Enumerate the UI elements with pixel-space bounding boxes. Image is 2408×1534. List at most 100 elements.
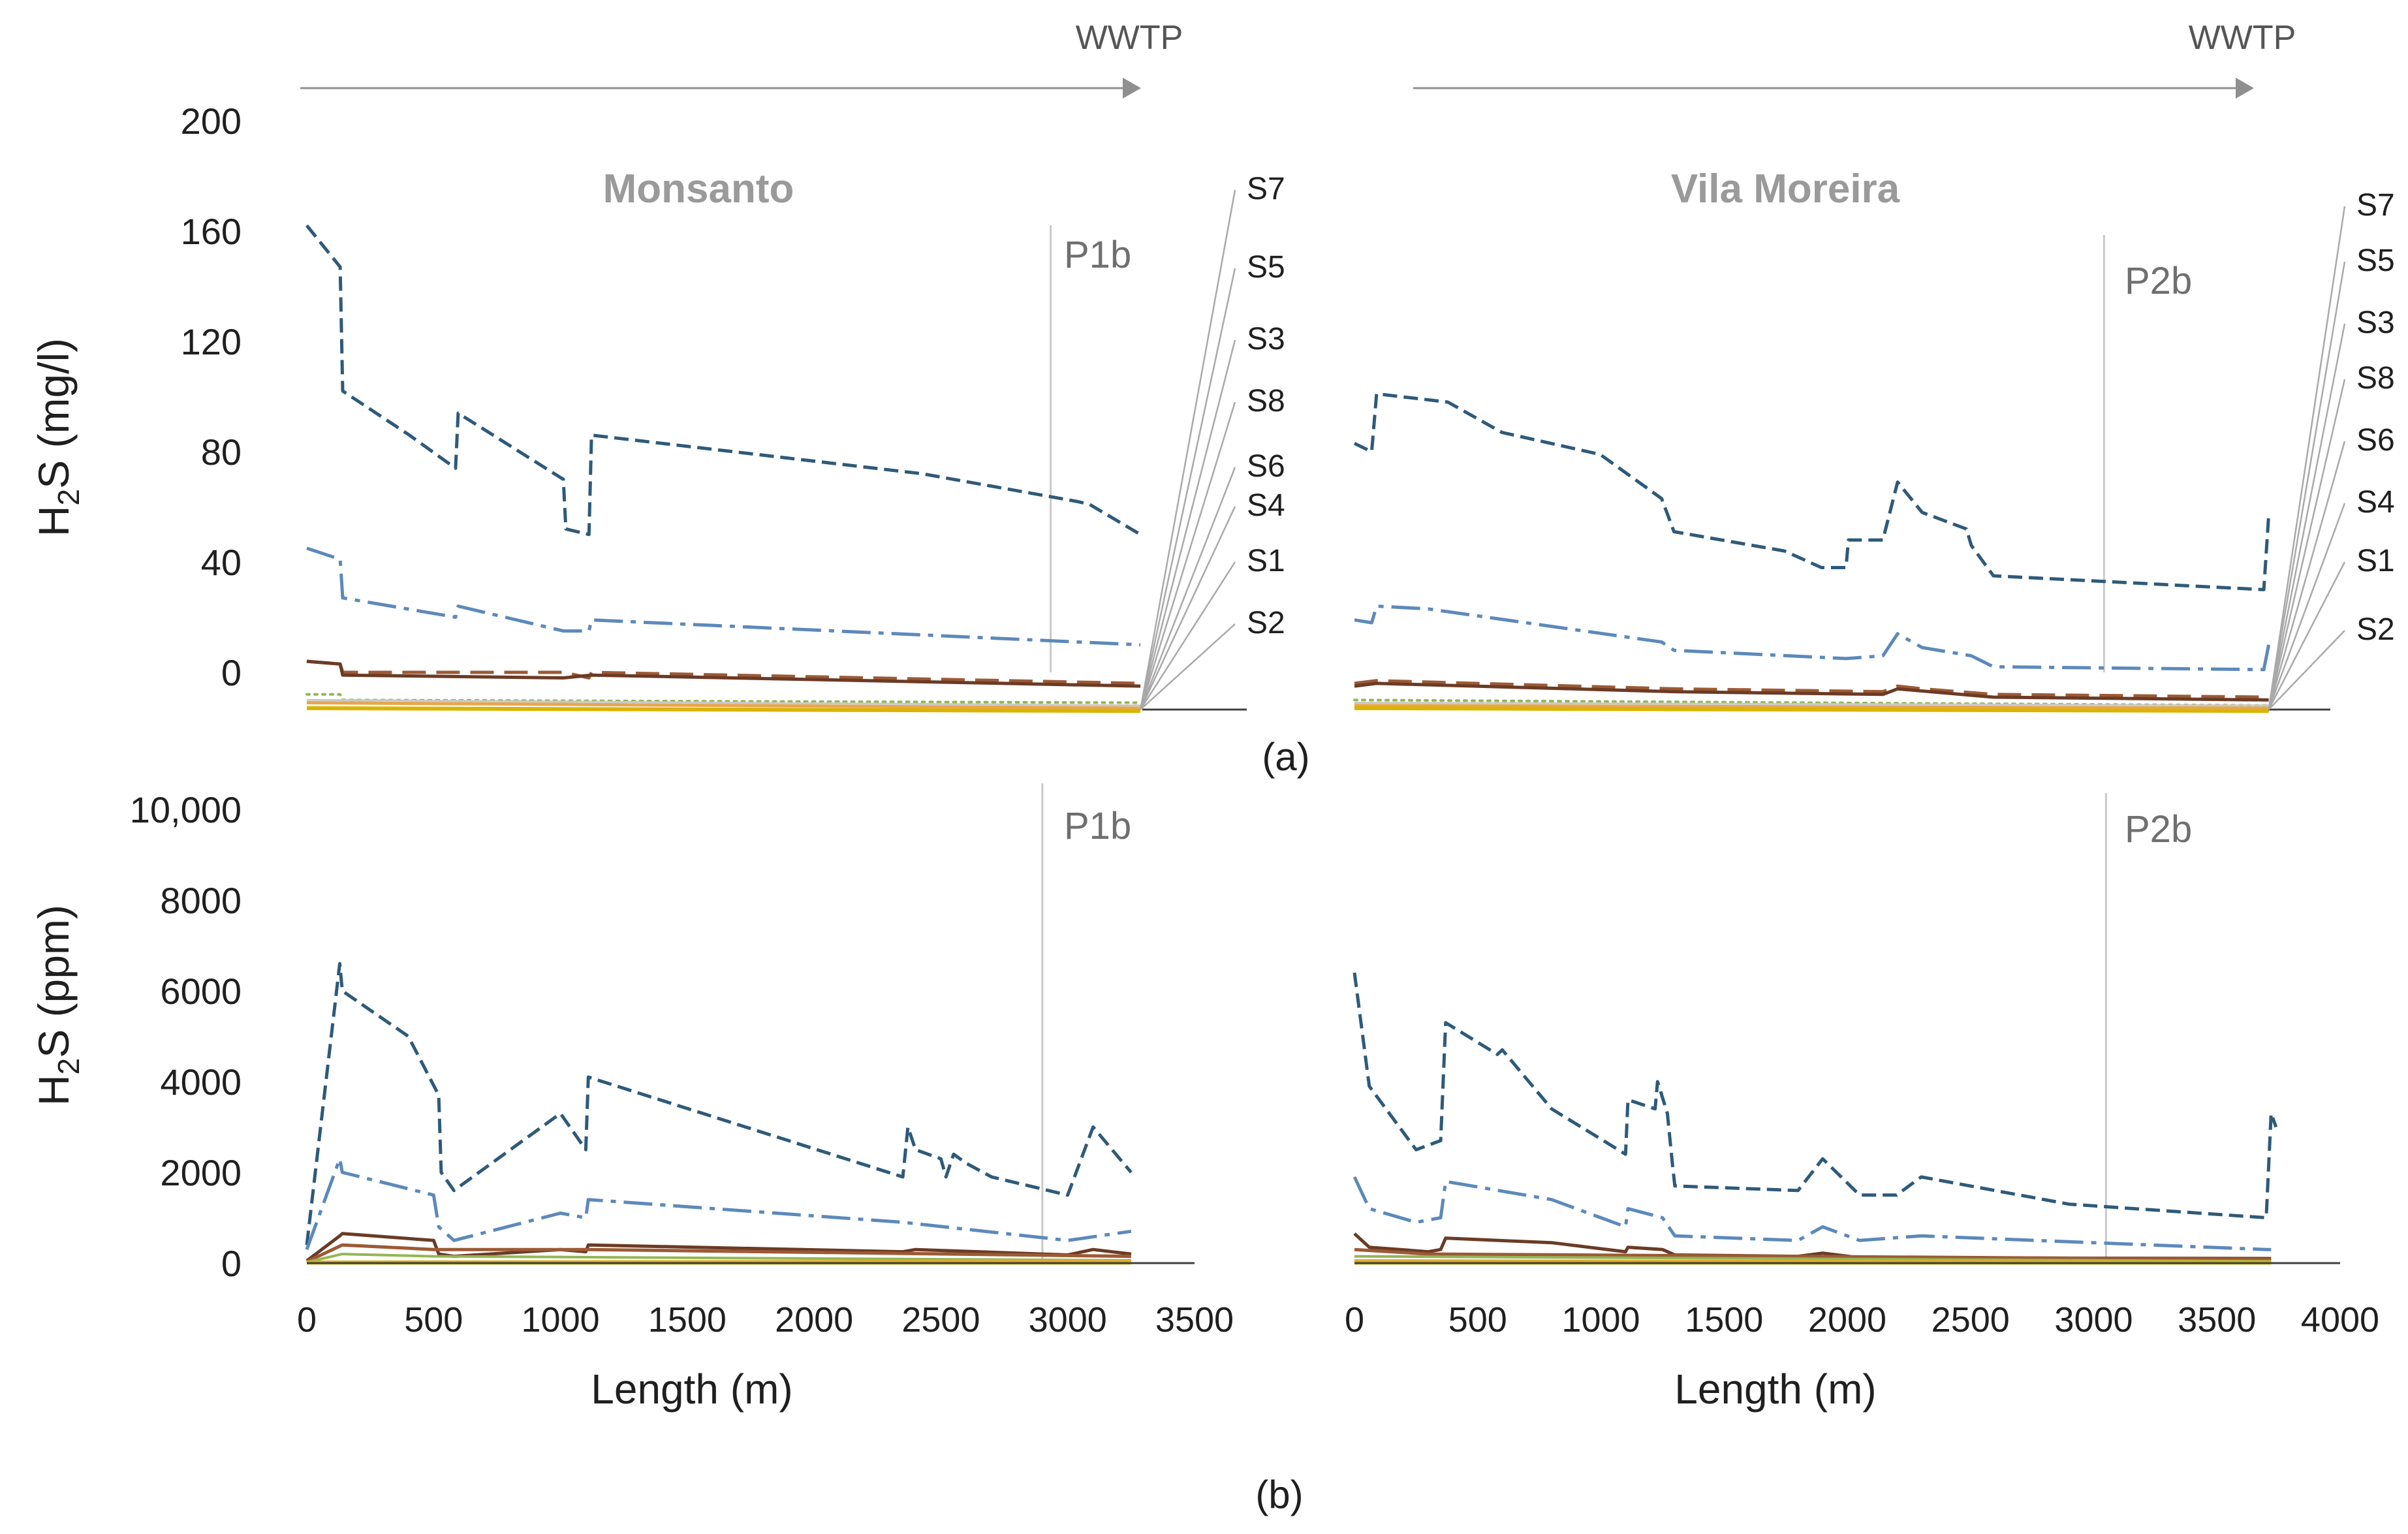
legend-label-s5: S5 [1247,250,1285,285]
flow-arrows [300,78,2254,99]
y-tick-label: 160 [181,211,242,252]
legend-label-s6: S6 [2356,423,2395,458]
leader-s4 [2268,503,2346,710]
series-s8-line [1353,1232,2272,1260]
flow-arrow-head [2236,78,2254,99]
leader-s4 [1140,506,1236,710]
ref-label-p2b: P2b [2125,808,2192,851]
series-s5-line [1353,1176,2272,1251]
x-tick-label: 0 [1345,1300,1364,1339]
wwtp-label: WWTP [1076,19,1183,57]
series-s8-line [306,659,1141,688]
x-tick-label: 1000 [522,1300,600,1339]
leader-s2 [2268,630,2345,710]
series-s3-line [1354,1247,2272,1261]
legend-label-s3: S3 [1247,322,1285,356]
x-axis-label: Length (m) [1674,1366,1876,1413]
legend-label-s3: S3 [2356,305,2395,340]
y-tick-label: 0 [221,652,242,693]
x-axis-label: Length (m) [591,1366,792,1413]
y-axis-label: H2S (mg/l) [29,338,86,537]
wwtp-label: WWTP [2189,19,2296,57]
legend-label-s1: S1 [1247,544,1285,578]
legend-label-s6: S6 [1247,449,1285,484]
y-tick-label: 0 [221,1243,242,1284]
legend-label-s7: S7 [1247,172,1285,206]
x-tick-label: 2500 [901,1300,980,1339]
leader-s7 [1139,189,1236,710]
series-s6-line [306,1253,1131,1264]
series-s8-line [1354,681,2269,702]
flow-arrow-head [1123,78,1141,99]
series-s3-line [306,659,1141,685]
legend-label-s2: S2 [1247,606,1285,640]
legend-label-s4: S4 [2356,485,2395,520]
legend-label-s2: S2 [2356,612,2395,647]
x-tick-label: 1500 [648,1300,727,1339]
legend-label-s7: S7 [2356,188,2395,223]
y-tick-label: 4000 [160,1061,242,1103]
leader-s5 [1139,268,1236,710]
reference-lines [1041,225,2107,1263]
series-s1-line [306,698,1141,707]
series-s7-line [305,224,1142,537]
series-s5-line [1354,604,2271,672]
leader-s5 [2268,261,2346,710]
leader-s6 [2268,441,2346,710]
series-s1-line [1354,702,2269,707]
y-tick-label: 8000 [160,880,242,921]
x-tick-label: 3500 [1155,1300,1234,1339]
x-tick-label: 2000 [1808,1300,1886,1339]
caption-a: (a) [1262,735,1309,779]
leader-s7 [2268,206,2346,710]
x-tick-label: 1500 [1685,1300,1763,1339]
y-tick-label: 200 [181,101,242,142]
leader-s3 [1139,339,1236,710]
leader-s6 [1139,467,1236,710]
panel-title: Monsanto [603,166,794,211]
leader-s3 [2268,323,2346,710]
y-tick-label: 40 [201,542,242,583]
series-s6-line [305,693,1142,704]
leader-s8 [2268,379,2346,710]
series-s4-line [306,701,1141,710]
y-tick-label: 2000 [160,1152,242,1193]
x-tick-label: 0 [297,1300,317,1339]
series-s2-line [1354,706,2269,713]
y-tick-label: 6000 [160,971,242,1012]
series-s7-line [1353,392,2271,591]
series-s7-line [305,962,1133,1245]
x-tick-label: 4000 [2301,1300,2379,1339]
y-tick-label: 120 [181,321,242,362]
leader-s2 [1140,623,1236,710]
caption-b: (b) [1255,1473,1303,1516]
axes [307,708,2340,1264]
legend-label-s5: S5 [2356,243,2395,278]
series-s2-line [306,706,1141,713]
x-tick-label: 2500 [1931,1300,2010,1339]
ref-label-p1b: P1b [1064,805,1131,847]
ref-label-p2b: P2b [2125,260,2192,302]
leader-s8 [1139,401,1236,710]
series-s3-line [305,1243,1131,1264]
y-tick-label: 80 [201,431,242,473]
x-tick-label: 2000 [775,1300,853,1339]
leader-s1 [1140,561,1236,710]
x-tick-label: 500 [1448,1300,1507,1339]
y-tick-label: 10,000 [130,789,242,830]
x-tick-label: 3500 [2178,1300,2256,1339]
series-s4-line [1354,704,2269,710]
series-s5-line [305,1157,1132,1251]
leader-s1 [2268,561,2346,710]
series-s5-line [306,546,1141,647]
series-s7-line [1353,972,2278,1219]
legend-label-s4: S4 [1247,488,1285,523]
series-s3-line [1354,679,2269,699]
panel-title: Vila Moreira [1671,166,1900,211]
y-axis-label: H2S (ppm) [29,905,86,1106]
legend-leaders [1139,189,2346,710]
legend-label-s8: S8 [1247,384,1285,418]
legend-label-s1: S1 [2356,544,2395,578]
x-tick-label: 500 [404,1300,463,1339]
